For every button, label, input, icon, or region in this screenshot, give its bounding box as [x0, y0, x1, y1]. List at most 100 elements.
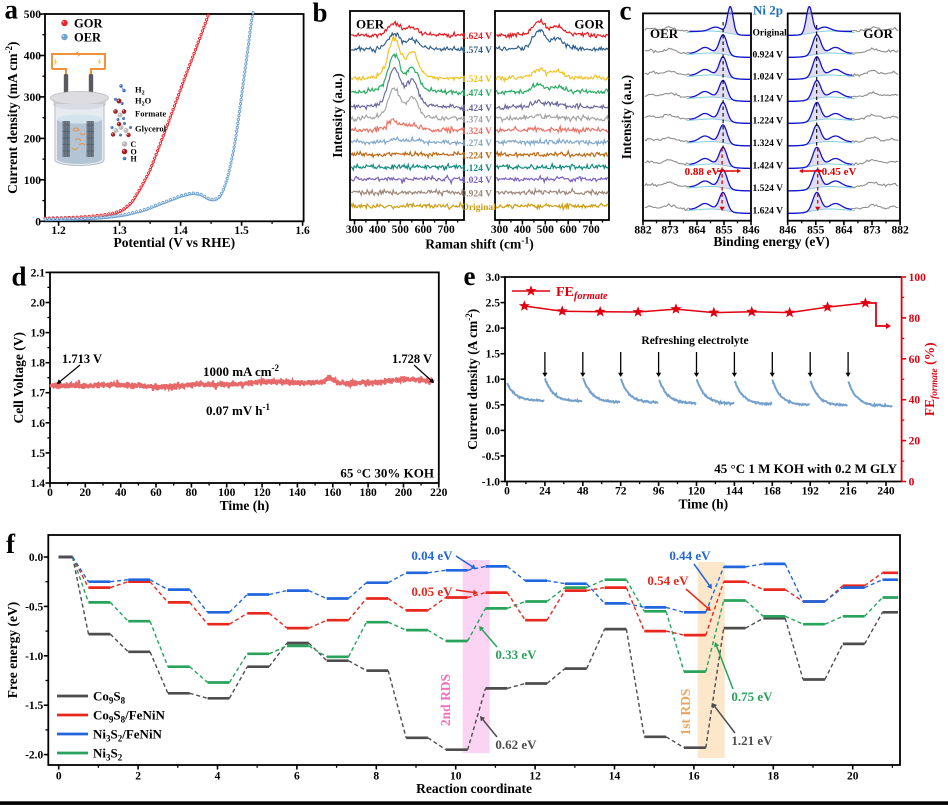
svg-text:0.5: 0.5 [486, 400, 501, 412]
svg-text:Ni 2p: Ni 2p [753, 3, 783, 18]
svg-text:1.4: 1.4 [31, 478, 46, 490]
svg-text:Binding energy (eV): Binding energy (eV) [713, 234, 829, 249]
svg-text:1.524 V: 1.524 V [462, 75, 493, 85]
svg-text:12: 12 [529, 771, 541, 783]
svg-text:H2: H2 [135, 85, 145, 97]
svg-text:855: 855 [807, 225, 825, 237]
svg-text:192: 192 [802, 486, 820, 498]
svg-text:20: 20 [80, 487, 92, 499]
svg-text:20: 20 [847, 771, 859, 783]
svg-text:0: 0 [56, 771, 62, 783]
svg-text:-1.0: -1.0 [482, 477, 500, 489]
svg-text:2.5: 2.5 [486, 298, 501, 310]
svg-text:1.274 V: 1.274 V [462, 139, 493, 149]
svg-text:45 °C 1 M KOH with 0.2 M GLY: 45 °C 1 M KOH with 0.2 M GLY [714, 461, 897, 476]
svg-text:6: 6 [294, 771, 300, 783]
svg-text:1.624 V: 1.624 V [753, 207, 784, 217]
svg-text:168: 168 [764, 486, 782, 498]
svg-text:0: 0 [47, 487, 53, 499]
svg-text:0.62 eV: 0.62 eV [495, 737, 537, 752]
svg-text:C: C [131, 140, 137, 149]
svg-text:60: 60 [150, 487, 162, 499]
svg-text:1.424 V: 1.424 V [462, 104, 493, 114]
svg-text:Potential (V vs RHE): Potential (V vs RHE) [113, 235, 235, 250]
svg-text:0.0: 0.0 [29, 552, 44, 564]
svg-text:2nd RDS: 2nd RDS [438, 674, 453, 726]
svg-text:-2.0: -2.0 [25, 750, 43, 762]
svg-text:144: 144 [726, 486, 744, 498]
svg-text:40: 40 [115, 487, 127, 499]
svg-text:1.3: 1.3 [112, 225, 127, 237]
svg-text:Ni3S2/FeNiN: Ni3S2/FeNiN [93, 727, 163, 744]
svg-text:300: 300 [491, 224, 509, 236]
svg-text:864: 864 [688, 225, 706, 237]
svg-text:0.44 eV: 0.44 eV [669, 548, 711, 563]
svg-text:Co9S8: Co9S8 [93, 689, 126, 706]
svg-text:Current density (A cm-2): Current density (A cm-2) [464, 309, 480, 450]
svg-text:100: 100 [24, 175, 42, 187]
svg-text:Time (h): Time (h) [678, 497, 728, 512]
svg-text:2.1: 2.1 [31, 267, 46, 279]
svg-text:300: 300 [24, 92, 42, 104]
svg-text:700: 700 [437, 224, 455, 236]
svg-text:GOR: GOR [574, 17, 604, 32]
svg-text:1.324 V: 1.324 V [753, 139, 784, 149]
svg-text:140: 140 [289, 487, 307, 499]
svg-text:1000 mA cm-2: 1000 mA cm-2 [203, 363, 280, 379]
svg-text:300: 300 [346, 224, 364, 236]
svg-text:Glycerol: Glycerol [135, 124, 167, 134]
svg-text:600: 600 [415, 224, 433, 236]
svg-text:873: 873 [863, 225, 881, 237]
svg-text:1.574 V: 1.574 V [462, 46, 493, 56]
svg-text:0.0: 0.0 [486, 425, 501, 437]
svg-text:1.524 V: 1.524 V [753, 184, 784, 194]
svg-text:80: 80 [909, 313, 921, 325]
svg-text:0.88 eV: 0.88 eV [685, 166, 720, 178]
svg-text:OER: OER [74, 31, 102, 45]
svg-text:4: 4 [215, 771, 221, 783]
svg-text:1.5: 1.5 [31, 448, 46, 460]
svg-text:100: 100 [909, 272, 927, 284]
svg-text:Intensity (a.u.): Intensity (a.u.) [330, 73, 345, 157]
svg-text:f: f [6, 529, 16, 559]
svg-text:65 °C 30% KOH: 65 °C 30% KOH [340, 466, 434, 481]
svg-text:10: 10 [450, 771, 462, 783]
svg-text:Original: Original [753, 29, 788, 39]
svg-text:0.04 eV: 0.04 eV [411, 548, 453, 563]
svg-text:882: 882 [891, 225, 909, 237]
svg-text:120: 120 [688, 486, 706, 498]
svg-text:400: 400 [514, 224, 532, 236]
svg-text:700: 700 [582, 224, 600, 236]
svg-text:1.424 V: 1.424 V [753, 162, 784, 172]
svg-text:Time (h): Time (h) [220, 498, 270, 513]
svg-text:1.124 V: 1.124 V [462, 164, 493, 174]
svg-text:0.45 eV: 0.45 eV [822, 166, 857, 178]
svg-text:Original: Original [462, 203, 497, 213]
svg-text:1.124 V: 1.124 V [753, 95, 784, 105]
svg-text:0.75 eV: 0.75 eV [731, 689, 773, 704]
svg-text:GOR: GOR [74, 17, 103, 31]
svg-text:20: 20 [909, 436, 921, 448]
svg-text:OER: OER [650, 26, 679, 41]
svg-text:18: 18 [768, 771, 780, 783]
svg-text:OER: OER [356, 17, 385, 32]
svg-text:1.5: 1.5 [486, 349, 501, 361]
svg-text:1.0: 1.0 [486, 374, 501, 386]
svg-text:400: 400 [369, 224, 387, 236]
svg-text:3.0: 3.0 [486, 272, 501, 284]
svg-text:500: 500 [392, 224, 410, 236]
svg-text:846: 846 [742, 225, 760, 237]
svg-text:1.474 V: 1.474 V [462, 89, 493, 99]
svg-text:500: 500 [24, 9, 42, 21]
svg-text:200: 200 [395, 487, 413, 499]
svg-text:1.6: 1.6 [295, 225, 310, 237]
svg-text:855: 855 [715, 225, 733, 237]
svg-text:Co9S8/FeNiN: Co9S8/FeNiN [93, 708, 165, 725]
svg-text:2.0: 2.0 [31, 298, 46, 310]
svg-text:2: 2 [135, 771, 141, 783]
svg-text:500: 500 [537, 224, 555, 236]
svg-text:1.21 eV: 1.21 eV [731, 733, 773, 748]
svg-text:GOR: GOR [863, 26, 893, 41]
svg-text:2.0: 2.0 [486, 323, 501, 335]
svg-text:Ni3S2: Ni3S2 [93, 746, 123, 763]
